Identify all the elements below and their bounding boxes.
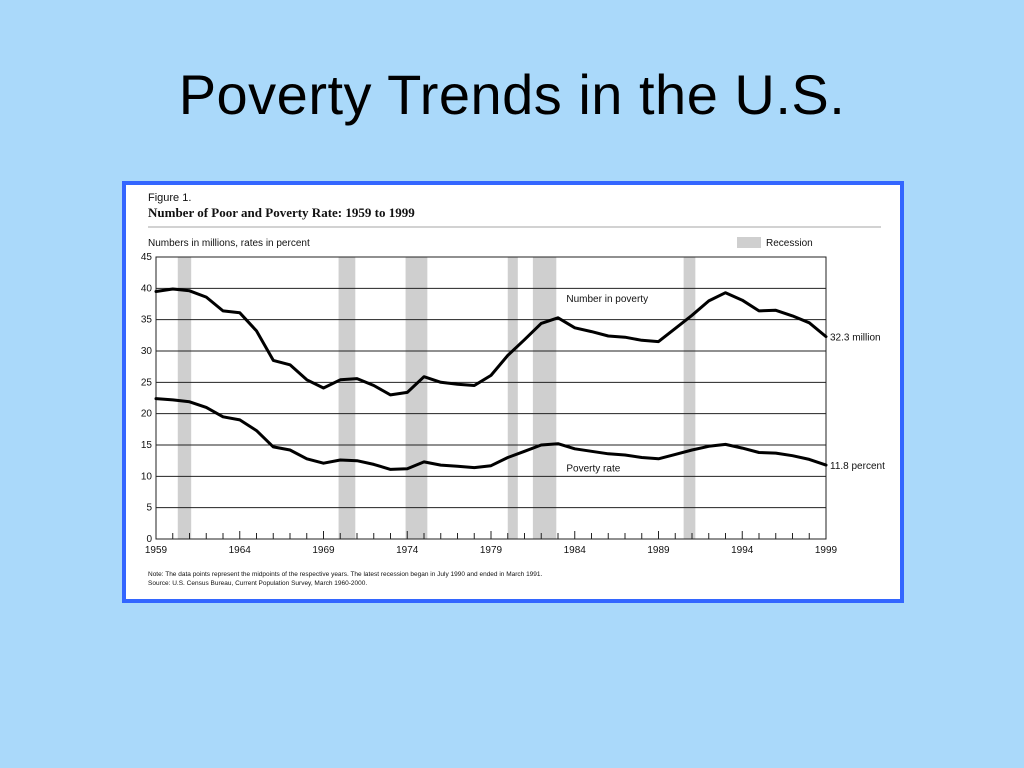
- y-tick-label: 30: [141, 346, 153, 357]
- recession-band: [405, 257, 428, 539]
- x-tick-label: 1969: [312, 545, 335, 556]
- x-tick-label: 1964: [229, 545, 252, 556]
- recession-band: [532, 257, 557, 539]
- grid: [156, 256, 826, 540]
- series-end-label: 32.3 million: [830, 333, 881, 344]
- x-tick-label: 1994: [731, 545, 754, 556]
- y-tick-label: 25: [141, 377, 153, 388]
- poverty-chart: Figure 1. Number of Poor and Poverty Rat…: [141, 192, 885, 587]
- units-note: Numbers in millions, rates in percent: [148, 238, 310, 249]
- y-tick-label: 15: [141, 440, 153, 451]
- x-tick-label: 1984: [564, 545, 587, 556]
- y-tick-label: 40: [141, 283, 153, 294]
- figure-label: Figure 1.: [148, 192, 191, 204]
- recession-band: [507, 257, 518, 539]
- plot-frame: [155, 256, 827, 540]
- x-tick-label: 1979: [480, 545, 503, 556]
- y-tick-label: 0: [146, 534, 152, 545]
- y-tick-label: 20: [141, 409, 153, 420]
- y-tick-label: 5: [146, 503, 152, 514]
- y-tick-label: 35: [141, 315, 153, 326]
- y-tick-label: 10: [141, 471, 153, 482]
- recession-band: [683, 257, 696, 539]
- chart-source: Source: U.S. Census Bureau, Current Popu…: [148, 580, 367, 587]
- series-line: [154, 287, 828, 397]
- recession-legend-swatch: [737, 237, 761, 248]
- series-end-label: 11.8 percent: [830, 461, 885, 472]
- series-lines: Number in poverty 32.3 million Poverty rat…: [154, 287, 885, 474]
- x-tick-label: 1999: [815, 545, 838, 556]
- chart-note: Note: The data points represent the midp…: [148, 571, 543, 578]
- series-name-label: Poverty rate: [566, 463, 620, 474]
- x-tick-label: 1959: [145, 545, 168, 556]
- slide-title: Poverty Trends in the U.S.: [178, 63, 846, 126]
- x-tick-label: 1989: [647, 545, 670, 556]
- series-line: [154, 397, 828, 471]
- recession-band: [177, 257, 192, 539]
- recession-legend-label: Recession: [766, 238, 813, 249]
- x-tick-label: 1974: [396, 545, 419, 556]
- recession-band: [338, 257, 356, 539]
- series-name-label: Number in poverty: [566, 294, 648, 305]
- figure-title: Number of Poor and Poverty Rate: 1959 to…: [148, 205, 415, 220]
- y-tick-label: 45: [141, 252, 153, 263]
- figure-frame: Figure 1. Number of Poor and Poverty Rat…: [122, 181, 904, 603]
